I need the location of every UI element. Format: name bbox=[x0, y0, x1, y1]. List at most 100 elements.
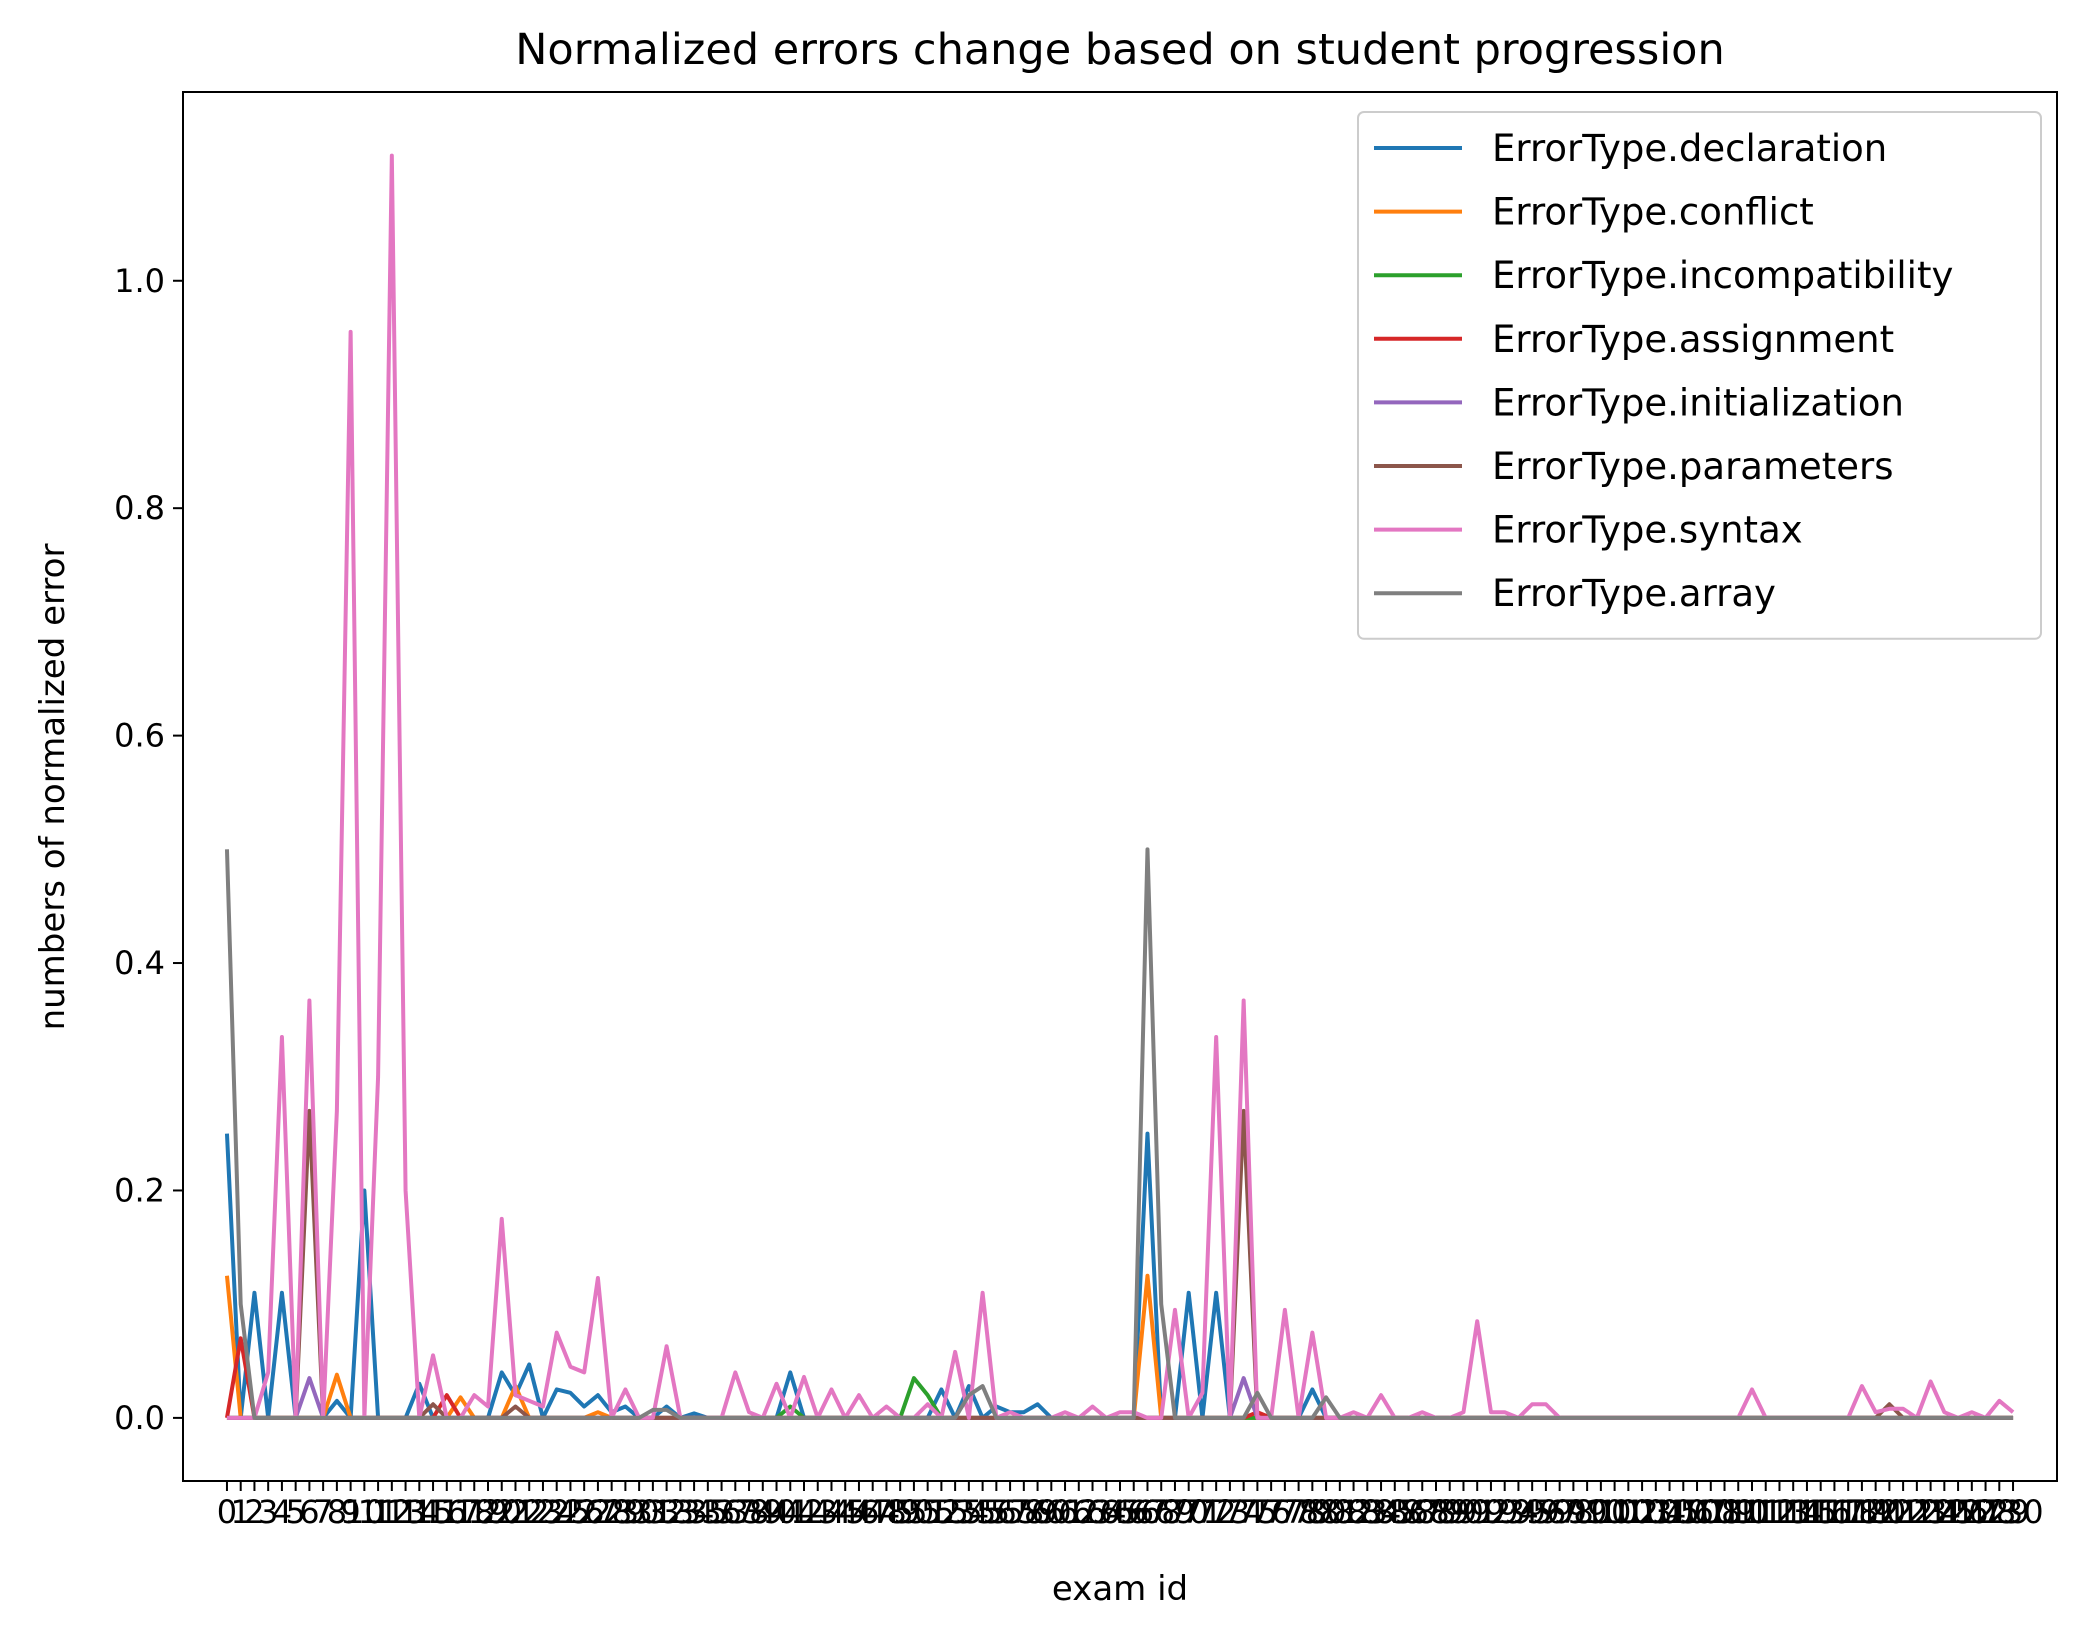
x-tick-label: 89 bbox=[1429, 1493, 1470, 1531]
x-tick-label: 76 bbox=[1251, 1493, 1292, 1531]
x-tick-label: 87 bbox=[1402, 1493, 1443, 1531]
x-tick-label: 7 bbox=[313, 1493, 333, 1531]
x-tick-label: 106 bbox=[1653, 1493, 1714, 1531]
legend-label: ErrorType.array bbox=[1492, 572, 1776, 615]
x-tick-label: 67 bbox=[1127, 1493, 1168, 1531]
x-tick-label: 44 bbox=[811, 1493, 852, 1531]
x-tick-label: 36 bbox=[701, 1493, 742, 1531]
x-tick-label: 94 bbox=[1498, 1493, 1539, 1531]
x-tick-label: 52 bbox=[921, 1493, 962, 1531]
x-tick-label: 5 bbox=[285, 1493, 305, 1531]
x-tick-label: 13 bbox=[385, 1493, 426, 1531]
x-tick-label: 41 bbox=[770, 1493, 811, 1531]
x-tick-label: 31 bbox=[633, 1493, 674, 1531]
x-tick-label: 61 bbox=[1045, 1493, 1086, 1531]
x-tick-label: 122 bbox=[1873, 1493, 1934, 1531]
x-tick-label: 58 bbox=[1003, 1493, 1044, 1531]
x-tick-label: 80 bbox=[1306, 1493, 1347, 1531]
x-tick-label: 66 bbox=[1113, 1493, 1154, 1531]
x-tick-label: 23 bbox=[523, 1493, 564, 1531]
x-tick-label: 110 bbox=[1708, 1493, 1769, 1531]
x-tick-label: 119 bbox=[1831, 1493, 1892, 1531]
x-tick-label: 16 bbox=[426, 1493, 467, 1531]
x-tick-label: 2 bbox=[244, 1493, 264, 1531]
x-tick-label: 93 bbox=[1484, 1493, 1525, 1531]
x-tick-label: 73 bbox=[1210, 1493, 1251, 1531]
x-tick-label: 99 bbox=[1567, 1493, 1608, 1531]
x-tick-label: 47 bbox=[852, 1493, 893, 1531]
x-tick-label: 34 bbox=[674, 1493, 715, 1531]
x-tick-label: 29 bbox=[605, 1493, 646, 1531]
x-tick-label: 85 bbox=[1374, 1493, 1415, 1531]
x-tick-label: 17 bbox=[440, 1493, 481, 1531]
legend-label: ErrorType.declaration bbox=[1492, 127, 1887, 170]
x-tick-label: 104 bbox=[1625, 1493, 1686, 1531]
x-tick-label: 62 bbox=[1058, 1493, 1099, 1531]
x-tick-label: 55 bbox=[962, 1493, 1003, 1531]
x-tick-label: 33 bbox=[660, 1493, 701, 1531]
x-tick-label: 121 bbox=[1859, 1493, 1920, 1531]
x-tick-label: 27 bbox=[578, 1493, 619, 1531]
x-tick-label: 37 bbox=[715, 1493, 756, 1531]
x-tick-label: 107 bbox=[1666, 1493, 1727, 1531]
x-tick-label: 129 bbox=[1969, 1493, 2030, 1531]
x-tick-label: 50 bbox=[894, 1493, 935, 1531]
x-tick-label: 98 bbox=[1553, 1493, 1594, 1531]
x-tick-label: 46 bbox=[839, 1493, 880, 1531]
x-tick-label: 3 bbox=[258, 1493, 278, 1531]
y-tick-label: 1.0 bbox=[114, 262, 165, 300]
x-tick-label: 118 bbox=[1818, 1493, 1879, 1531]
y-tick-label: 0.4 bbox=[114, 944, 165, 982]
x-tick-label: 88 bbox=[1416, 1493, 1457, 1531]
x-tick-label: 14 bbox=[399, 1493, 440, 1531]
x-tick-label: 45 bbox=[825, 1493, 866, 1531]
series-line-7 bbox=[224, 847, 2014, 1420]
legend: ErrorType.declaration ErrorType.conflict E… bbox=[1357, 111, 2042, 640]
x-tick-label: 22 bbox=[509, 1493, 550, 1531]
x-tick-label: 53 bbox=[935, 1493, 976, 1531]
x-tick-label: 114 bbox=[1763, 1493, 1824, 1531]
x-tick-label: 102 bbox=[1598, 1493, 1659, 1531]
x-tick-label: 19 bbox=[468, 1493, 509, 1531]
x-tick-label: 115 bbox=[1776, 1493, 1837, 1531]
x-tick-label: 32 bbox=[646, 1493, 687, 1531]
x-tick-label: 65 bbox=[1100, 1493, 1141, 1531]
x-tick-label: 108 bbox=[1680, 1493, 1741, 1531]
x-tick-label: 56 bbox=[976, 1493, 1017, 1531]
x-tick-label: 103 bbox=[1612, 1493, 1673, 1531]
x-tick-label: 82 bbox=[1333, 1493, 1374, 1531]
x-tick-label: 59 bbox=[1017, 1493, 1058, 1531]
legend-box bbox=[1357, 111, 2042, 640]
x-tick-label: 70 bbox=[1168, 1493, 1209, 1531]
x-tick-label: 54 bbox=[949, 1493, 990, 1531]
x-tick-label: 124 bbox=[1900, 1493, 1961, 1531]
x-tick-label: 81 bbox=[1319, 1493, 1360, 1531]
x-tick-label: 9 bbox=[340, 1493, 360, 1531]
x-tick-label: 97 bbox=[1539, 1493, 1580, 1531]
x-tick-label: 74 bbox=[1223, 1493, 1264, 1531]
x-tick-label: 49 bbox=[880, 1493, 921, 1531]
x-tick-label: 123 bbox=[1886, 1493, 1947, 1531]
x-tick-label: 8 bbox=[327, 1493, 347, 1531]
x-tick-label: 69 bbox=[1155, 1493, 1196, 1531]
x-tick-label: 84 bbox=[1361, 1493, 1402, 1531]
y-tick-label: 0.8 bbox=[114, 489, 165, 527]
series-lines bbox=[224, 153, 2015, 1420]
y-tick-label: 0.6 bbox=[114, 717, 165, 755]
x-tick-label: 90 bbox=[1443, 1493, 1484, 1531]
x-tick-label: 130 bbox=[1982, 1493, 2043, 1531]
plot-frame bbox=[182, 91, 2058, 1482]
legend-label: ErrorType.incompatibility bbox=[1492, 254, 1953, 297]
x-tick-label: 4 bbox=[272, 1493, 292, 1531]
x-tick-label: 113 bbox=[1749, 1493, 1810, 1531]
x-tick-label: 63 bbox=[1072, 1493, 1113, 1531]
x-tick-label: 10 bbox=[344, 1493, 385, 1531]
x-tick-label: 57 bbox=[990, 1493, 1031, 1531]
x-tick-label: 96 bbox=[1526, 1493, 1567, 1531]
x-tick-label: 64 bbox=[1086, 1493, 1127, 1531]
x-tick-label: 24 bbox=[536, 1493, 577, 1531]
x-axis-label: exam id bbox=[1052, 1569, 1188, 1609]
x-tick-label: 60 bbox=[1031, 1493, 1072, 1531]
